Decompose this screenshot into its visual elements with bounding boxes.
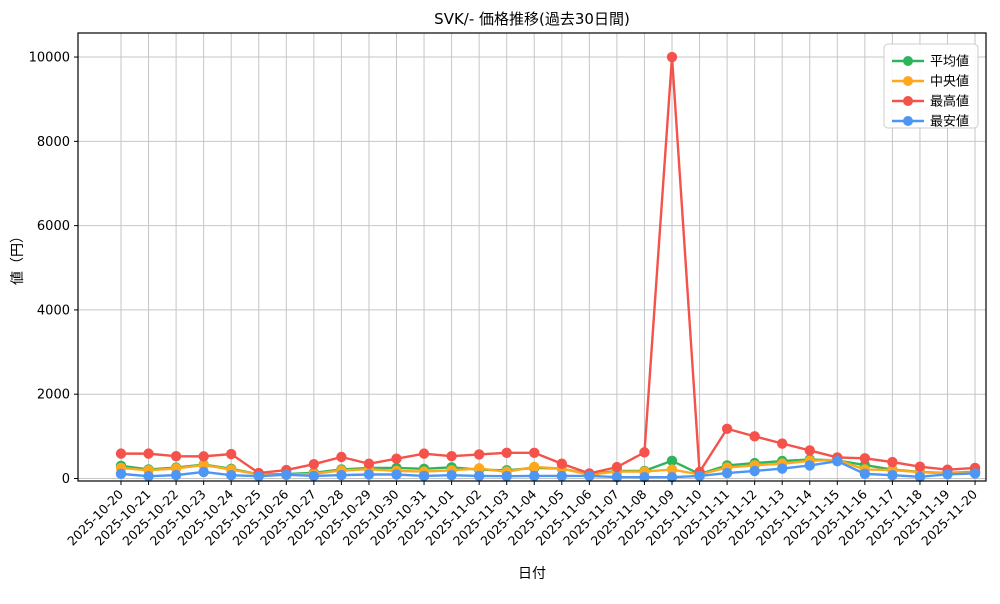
series-max-point <box>336 451 347 463</box>
series-min-point <box>721 467 733 479</box>
series-min-point <box>639 472 650 483</box>
series-min-point <box>914 471 926 483</box>
series-min-point <box>666 472 678 483</box>
series-max-point <box>143 448 154 459</box>
legend-item: 最高値 <box>892 94 969 110</box>
series-min-point <box>170 469 182 481</box>
series-min-point <box>115 468 127 480</box>
legend-average-marker <box>903 56 913 66</box>
series-min-point <box>446 470 457 481</box>
series-max-point <box>501 447 512 458</box>
series-max-point <box>721 423 733 434</box>
y-tick-label: 6000 <box>37 219 70 234</box>
series-min-point <box>473 470 485 482</box>
series-max-point <box>529 447 540 458</box>
legend-item: 中央値 <box>892 74 969 90</box>
series-min-point <box>832 456 843 467</box>
series-max-point <box>446 450 457 462</box>
y-tick-label: 8000 <box>37 135 70 150</box>
legend-item: 最安値 <box>892 114 969 130</box>
series-max-point <box>198 451 209 462</box>
series-max-point <box>308 458 320 470</box>
series-min-point <box>529 470 540 482</box>
legend-median-marker <box>903 76 913 86</box>
y-tick-label: 0 <box>62 472 70 487</box>
series-max-point <box>170 450 182 462</box>
y-tick-label: 2000 <box>37 388 70 403</box>
y-axis-title: 値（円） <box>10 229 26 285</box>
legend-median-label: 中央値 <box>930 74 969 90</box>
series-max-point <box>418 448 430 459</box>
series-min-point <box>804 460 815 471</box>
series-min-point <box>969 468 981 479</box>
series-min-point <box>198 466 209 478</box>
series-max-point <box>556 458 567 469</box>
series-max-point <box>859 453 871 464</box>
series-max-point <box>115 448 127 459</box>
series-max-point <box>887 456 898 468</box>
series-max-point <box>391 453 402 464</box>
series-max-point <box>611 461 623 473</box>
series-min-point <box>942 469 953 480</box>
y-tick-label: 10000 <box>29 51 70 66</box>
series-min-point <box>336 469 347 481</box>
series-max-point <box>473 449 485 460</box>
x-axis-title: 日付 <box>518 566 546 582</box>
series-min-point <box>777 463 788 474</box>
chart-title: SVK/- 価格推移(過去30日間) <box>434 10 630 28</box>
series-min-point <box>281 469 292 480</box>
series-min-point <box>418 470 430 482</box>
legend-min-label: 最安値 <box>930 114 969 130</box>
series-median-point <box>473 463 485 474</box>
series-min-point <box>253 470 264 482</box>
series-min-point <box>143 470 154 482</box>
legend-average-label: 平均値 <box>930 54 969 70</box>
series-max-point <box>639 447 650 458</box>
series-layer <box>115 51 981 483</box>
series-median-point <box>529 461 540 473</box>
legend-min-marker <box>903 116 913 126</box>
series-max-point <box>804 445 815 456</box>
series-average-point <box>666 455 678 466</box>
series-max-point <box>666 51 678 63</box>
legend-item: 平均値 <box>892 54 969 70</box>
series-max-point <box>777 438 788 449</box>
series-min-point <box>859 468 871 480</box>
series-min-point <box>391 469 402 480</box>
series-min-point <box>584 470 595 482</box>
series-median-point <box>666 464 678 475</box>
legend-max-label: 最高値 <box>930 94 969 110</box>
series-min-point <box>226 470 237 481</box>
series-min-point <box>694 470 705 482</box>
series-min-point <box>749 465 760 477</box>
series-max-point <box>914 461 926 472</box>
series-min-point <box>887 470 898 481</box>
series-min-point <box>611 471 623 483</box>
series-min-point <box>556 470 567 482</box>
series-max-point <box>749 431 760 442</box>
y-tick-label: 4000 <box>37 303 70 318</box>
plot-frame <box>77 32 987 482</box>
series-min-point <box>363 469 375 480</box>
series-max-point <box>363 458 375 469</box>
grid-layer <box>78 33 986 481</box>
series-max-line <box>121 55 976 475</box>
series-min-point <box>501 470 512 482</box>
series-min-point <box>308 470 320 482</box>
series-max-point <box>226 448 237 460</box>
legend-max-marker <box>903 96 913 106</box>
